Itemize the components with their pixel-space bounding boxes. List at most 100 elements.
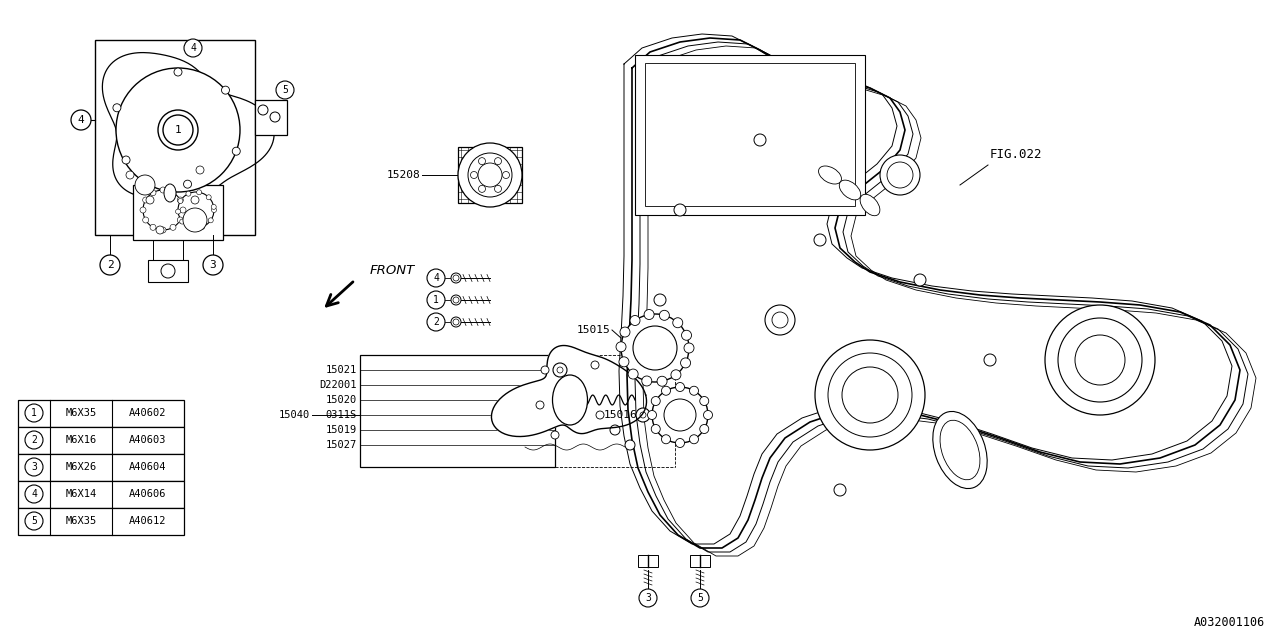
Circle shape [142, 217, 148, 223]
Circle shape [163, 115, 193, 145]
Text: 15015: 15015 [576, 325, 611, 335]
Circle shape [276, 81, 294, 99]
Circle shape [684, 343, 694, 353]
Circle shape [146, 196, 154, 204]
Circle shape [178, 197, 183, 203]
Circle shape [451, 295, 461, 305]
Text: 3: 3 [645, 593, 652, 603]
Circle shape [620, 357, 628, 367]
Circle shape [691, 589, 709, 607]
Circle shape [611, 425, 620, 435]
Text: A40606: A40606 [129, 489, 166, 499]
Text: M6X35: M6X35 [65, 408, 96, 418]
Ellipse shape [840, 180, 860, 200]
Circle shape [26, 485, 44, 503]
Circle shape [984, 354, 996, 366]
Circle shape [557, 367, 563, 373]
Circle shape [477, 163, 502, 187]
Circle shape [170, 225, 177, 230]
Text: 15016: 15016 [603, 410, 637, 420]
Ellipse shape [940, 420, 980, 480]
Text: 3: 3 [210, 260, 216, 270]
Circle shape [183, 208, 207, 232]
Circle shape [453, 319, 460, 325]
Circle shape [1044, 305, 1155, 415]
Bar [360, 355, 556, 467]
Circle shape [550, 431, 559, 439]
Text: 4: 4 [433, 273, 439, 283]
Bar [18, 454, 184, 481]
Circle shape [772, 312, 788, 328]
Text: 2: 2 [31, 435, 37, 445]
Circle shape [232, 147, 241, 156]
Circle shape [814, 234, 826, 246]
Bar [255, 100, 287, 135]
Text: 4: 4 [78, 115, 84, 125]
Text: 15208: 15208 [387, 170, 420, 180]
Text: A40604: A40604 [129, 462, 166, 472]
Circle shape [175, 209, 180, 214]
Circle shape [566, 378, 580, 392]
Text: M6X14: M6X14 [65, 489, 96, 499]
Circle shape [189, 225, 193, 230]
Circle shape [765, 305, 795, 335]
Circle shape [471, 172, 477, 179]
Bar [637, 555, 658, 567]
Circle shape [700, 397, 709, 406]
Circle shape [458, 143, 522, 207]
Bar [645, 63, 855, 206]
Bar [18, 508, 184, 535]
Circle shape [143, 190, 183, 230]
Text: A40603: A40603 [129, 435, 166, 445]
Circle shape [700, 424, 709, 433]
Circle shape [259, 105, 268, 115]
Circle shape [828, 353, 911, 437]
Text: D22001: D22001 [320, 380, 357, 390]
Circle shape [204, 255, 223, 275]
Bar [458, 147, 522, 203]
Circle shape [654, 294, 666, 306]
Circle shape [815, 340, 925, 450]
Bar [133, 185, 223, 240]
Circle shape [186, 191, 191, 196]
Circle shape [673, 317, 682, 328]
Circle shape [494, 186, 502, 193]
Circle shape [914, 274, 925, 286]
Bar [18, 427, 184, 454]
Circle shape [26, 458, 44, 476]
Text: A032001106: A032001106 [1194, 616, 1265, 628]
Text: 15040: 15040 [279, 410, 310, 420]
Text: 3: 3 [31, 462, 37, 472]
Circle shape [657, 376, 667, 387]
Circle shape [479, 186, 485, 193]
Text: FRONT: FRONT [370, 264, 415, 276]
Circle shape [887, 162, 913, 188]
Text: 1: 1 [31, 408, 37, 418]
Text: A40612: A40612 [129, 516, 166, 526]
Circle shape [835, 484, 846, 496]
Circle shape [150, 225, 156, 230]
Circle shape [636, 408, 650, 422]
Circle shape [671, 370, 681, 380]
Circle shape [625, 440, 635, 450]
Circle shape [648, 410, 657, 419]
Circle shape [630, 316, 640, 326]
Circle shape [1075, 335, 1125, 385]
Ellipse shape [860, 195, 879, 216]
Circle shape [428, 269, 445, 287]
Circle shape [620, 327, 630, 337]
Circle shape [675, 204, 686, 216]
Circle shape [157, 110, 198, 150]
Bar [18, 400, 184, 427]
Circle shape [206, 195, 211, 200]
Circle shape [160, 187, 166, 193]
Text: 5: 5 [31, 516, 37, 526]
Circle shape [150, 189, 156, 196]
Circle shape [26, 404, 44, 422]
Text: 15020: 15020 [325, 395, 357, 405]
Circle shape [184, 39, 202, 57]
Circle shape [191, 196, 198, 204]
Circle shape [621, 314, 689, 382]
Circle shape [196, 166, 204, 174]
Circle shape [428, 291, 445, 309]
